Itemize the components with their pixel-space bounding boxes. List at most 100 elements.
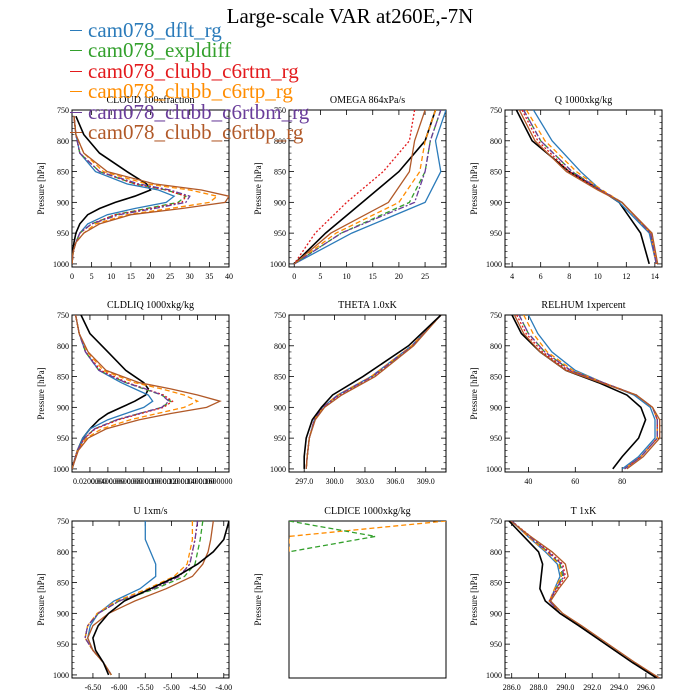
panel-title: Q 1000xkg/kg bbox=[555, 95, 613, 106]
panel-title: T 1xK bbox=[571, 506, 597, 517]
x-tick-label: 296.0 bbox=[637, 683, 655, 692]
legend-item: cam078_clubb_c6rtp_rg bbox=[70, 79, 309, 103]
x-tick-label: 5 bbox=[90, 272, 94, 281]
panel-1: CLOUD 100xfraction 750 800 850 900 950 10000 5 1… bbox=[36, 95, 233, 281]
x-tick-label: 294.0 bbox=[610, 683, 628, 692]
y-tick-label: 750 bbox=[274, 106, 286, 115]
x-tick-label: 0 bbox=[70, 272, 74, 281]
x-tick-label: 0.0200000 bbox=[73, 477, 107, 486]
x-tick-label: 8 bbox=[567, 272, 571, 281]
x-tick-label: 30 bbox=[186, 272, 194, 281]
y-tick-label: 850 bbox=[57, 168, 69, 177]
panel-7: U 1xm/s 750 800 850 900 950 1000 -6.50 -6.00 -5.5… bbox=[36, 506, 232, 692]
series-line bbox=[72, 315, 222, 470]
legend-item: cam078_clubb_c6rtbm_rg bbox=[70, 100, 309, 124]
panel-6: RELHUM 1xpercent 750 800 850 900 950 1000 40 60 8… bbox=[469, 300, 663, 486]
y-axis-label: Pressure [hPa] bbox=[253, 162, 263, 214]
x-tick-label: -4.50 bbox=[189, 683, 206, 692]
panel-8: CLDICE 1000xkg/kg Pressure [hPa] bbox=[253, 506, 447, 679]
series-line bbox=[72, 315, 170, 470]
panel-title: CLOUD 100xfraction bbox=[106, 95, 194, 106]
x-tick-label: -5.00 bbox=[163, 683, 180, 692]
x-tick-label: -6.50 bbox=[85, 683, 102, 692]
y-tick-label: 1000 bbox=[270, 465, 286, 474]
series-line bbox=[92, 521, 229, 676]
x-tick-label: 4 bbox=[510, 272, 514, 281]
y-tick-label: 950 bbox=[57, 229, 69, 238]
x-tick-label: 300.0 bbox=[326, 477, 344, 486]
series-line bbox=[527, 315, 656, 470]
y-tick-label: 800 bbox=[57, 137, 69, 146]
y-axis-label: Pressure [hPa] bbox=[36, 367, 46, 419]
y-tick-label: 950 bbox=[57, 434, 69, 443]
y-tick-label: 900 bbox=[57, 403, 69, 412]
x-tick-label: 286.0 bbox=[503, 683, 521, 692]
series-line bbox=[511, 521, 660, 678]
series-line bbox=[511, 521, 660, 678]
panel-5: THETA 1.0xK 750 800 850 900 950 1000 297.0 300.0… bbox=[270, 300, 447, 486]
plot-frame bbox=[288, 109, 447, 268]
legend-item: cam078_clubb_c6rtm_rg bbox=[70, 59, 309, 83]
y-tick-label: 750 bbox=[57, 106, 69, 115]
y-tick-label: 800 bbox=[57, 548, 69, 557]
x-tick-label: 288.0 bbox=[530, 683, 548, 692]
plot-frame bbox=[288, 314, 447, 473]
y-tick-label: 750 bbox=[490, 106, 502, 115]
y-tick-label: 900 bbox=[490, 198, 502, 207]
series-line bbox=[511, 521, 660, 678]
x-tick-label: 40 bbox=[225, 272, 233, 281]
plot-frame bbox=[288, 520, 447, 679]
y-tick-label: 950 bbox=[490, 434, 502, 443]
y-tick-label: 750 bbox=[274, 311, 286, 320]
y-axis-label: Pressure [hPa] bbox=[469, 573, 479, 625]
x-tick-label: 80 bbox=[618, 477, 626, 486]
series-line bbox=[293, 110, 437, 265]
x-tick-label: 10 bbox=[343, 272, 351, 281]
x-tick-label: -4.00 bbox=[215, 683, 232, 692]
panel-title: OMEGA 864xPa/s bbox=[330, 95, 405, 106]
plot-frame bbox=[504, 520, 663, 679]
y-tick-label: 950 bbox=[274, 434, 286, 443]
series-line bbox=[516, 315, 658, 470]
y-axis-label: Pressure [hPa] bbox=[469, 162, 479, 214]
series-line bbox=[72, 315, 172, 470]
x-tick-label: 292.0 bbox=[583, 683, 601, 692]
legend-label: cam078_clubb_c6rtbp_rg bbox=[88, 120, 304, 145]
series-line bbox=[510, 521, 660, 678]
y-tick-label: 950 bbox=[274, 229, 286, 238]
series-line bbox=[72, 116, 229, 264]
series-line bbox=[523, 315, 658, 470]
panel-3: Q 1000xkg/kg 750 800 850 900 950 1000 4 6 8 10 12 14… bbox=[469, 95, 663, 281]
x-tick-label: 0.1600000 bbox=[199, 477, 233, 486]
y-tick-label: 800 bbox=[274, 137, 286, 146]
y-tick-label: 1000 bbox=[53, 465, 69, 474]
x-tick-label: 10 bbox=[107, 272, 115, 281]
y-tick-label: 900 bbox=[490, 403, 502, 412]
y-tick-label: 1000 bbox=[53, 671, 69, 680]
panel-title: U 1xm/s bbox=[133, 506, 167, 517]
legend-swatch bbox=[70, 70, 82, 72]
legend: cam078_dflt_rg cam078_expldiff cam078_cl… bbox=[70, 18, 309, 145]
series-line bbox=[305, 315, 442, 469]
series-line bbox=[511, 521, 660, 678]
legend-item: cam078_clubb_c6rtbp_rg bbox=[70, 120, 309, 145]
y-tick-label: 900 bbox=[274, 198, 286, 207]
y-tick-label: 850 bbox=[274, 168, 286, 177]
x-tick-label: 10 bbox=[594, 272, 602, 281]
x-tick-label: 0.1400000 bbox=[181, 477, 215, 486]
y-tick-label: 750 bbox=[490, 311, 502, 320]
series-line bbox=[303, 315, 442, 469]
y-tick-label: 750 bbox=[57, 311, 69, 320]
series-line bbox=[293, 110, 426, 265]
plot-frame bbox=[71, 520, 230, 679]
x-tick-label: 0.1200000 bbox=[163, 477, 197, 486]
legend-swatch bbox=[70, 111, 82, 113]
series-line bbox=[521, 110, 657, 265]
series-line bbox=[518, 315, 658, 470]
y-axis-label: Pressure [hPa] bbox=[36, 162, 46, 214]
y-tick-label: 950 bbox=[490, 640, 502, 649]
panel-title: RELHUM 1xpercent bbox=[541, 300, 625, 311]
x-tick-label: 290.0 bbox=[556, 683, 574, 692]
